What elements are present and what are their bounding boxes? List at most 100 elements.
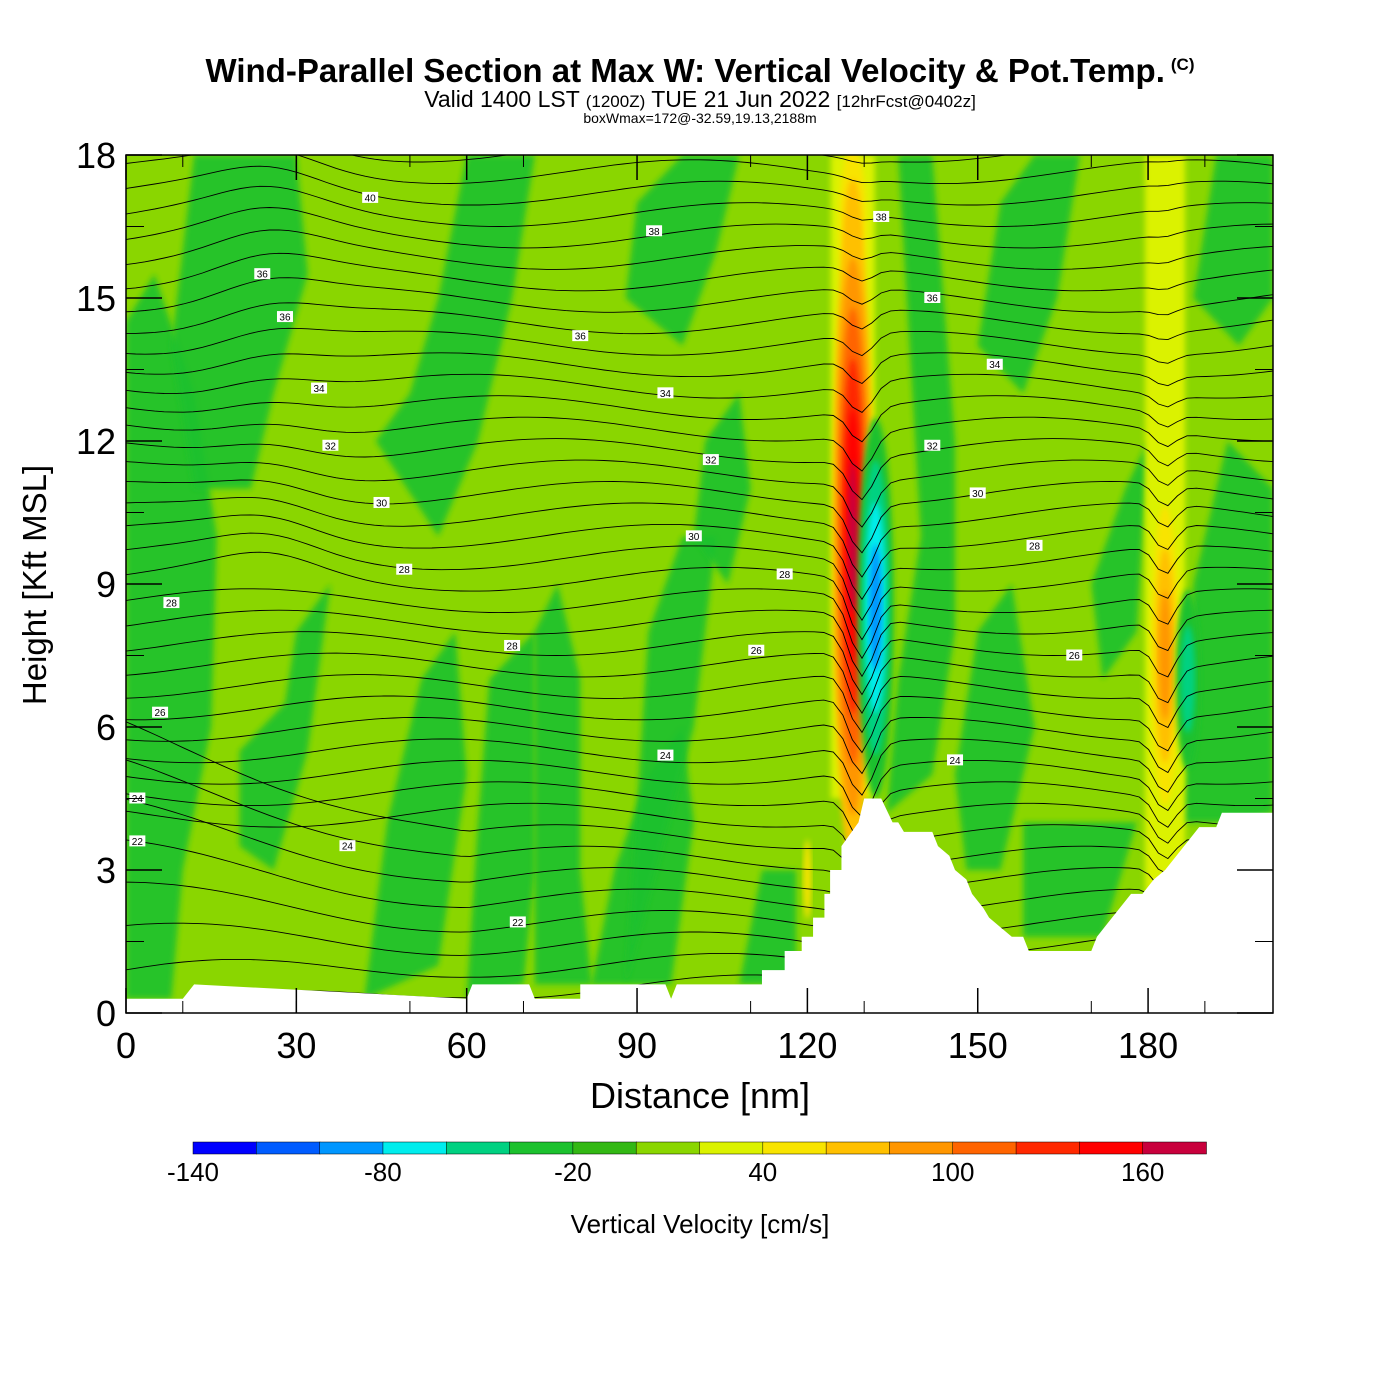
colorbar-tick-label: -80: [364, 1157, 402, 1187]
contour-label: 36: [572, 330, 589, 343]
contour-label-text: 26: [751, 646, 763, 657]
theta-contour: [126, 327, 1273, 364]
contour-label: 22: [129, 835, 146, 848]
contour-label: 24: [339, 840, 356, 853]
contour-label: 38: [646, 225, 663, 238]
theta-contour: [126, 207, 1273, 249]
colorbar-swatch: [382, 1141, 447, 1155]
theta-contour: [126, 551, 1273, 641]
contour-label-box: [339, 840, 356, 852]
contour-label-box: [986, 358, 1003, 370]
contour-label-text: 36: [279, 313, 291, 324]
velocity-patch: [886, 155, 956, 813]
contour-label-text: 34: [313, 384, 325, 395]
contour-label-text: 22: [132, 837, 144, 848]
velocity-patch: [977, 155, 1080, 394]
contour-label-box: [1026, 539, 1043, 551]
contour-label-text: 34: [989, 360, 1001, 371]
contour-label-box: [657, 749, 674, 761]
contour-label-box: [254, 268, 271, 280]
theta-contour: [126, 165, 1273, 206]
colorbar-tick-label: -20: [554, 1157, 592, 1187]
contour-label: 26: [748, 644, 765, 657]
contour-label-text: 24: [949, 756, 961, 767]
theta-contour: [126, 695, 1273, 754]
valid-date: TUE 21 Jun 2022: [651, 86, 831, 112]
contour-label: 30: [373, 496, 390, 509]
theta-contour: [126, 717, 1273, 775]
contour-label-box: [322, 439, 339, 451]
contour-label-text: 28: [1029, 541, 1041, 552]
contour-label-box: [873, 210, 890, 222]
contour-label: 34: [986, 358, 1003, 371]
colorbar-swatch: [509, 1141, 574, 1155]
contour-label-box: [924, 292, 941, 303]
plot-area: 40 38 38 36 36 36 36 34 34 34 32 32 32 30 30 30 28 28 28 28…: [125, 154, 1274, 1014]
colorbar-swatch: [635, 1141, 701, 1155]
contour-label: 24: [657, 749, 674, 762]
contour-label-text: 28: [507, 641, 519, 652]
colorbar-tick-label: 100: [931, 1157, 974, 1187]
contour-label: 32: [322, 439, 339, 452]
velocity-patch: [625, 155, 740, 346]
y-axis: 0 3 6 9 12 15 18: [76, 135, 116, 1034]
contour-label-text: 22: [512, 918, 524, 929]
theta-contour: [126, 802, 1273, 862]
y-tick-label: 12: [76, 421, 116, 462]
contour-label: 28: [776, 568, 793, 581]
velocity-patch: [466, 631, 535, 999]
x-axis: 0 30 60 90 120 150 180: [116, 1025, 1178, 1066]
colorbar-swatch: [889, 1141, 954, 1155]
colorbar-swatch: [192, 1141, 258, 1155]
contour-label-text: 28: [166, 599, 178, 610]
x-tick-label: 30: [276, 1025, 316, 1066]
theta-contour: [126, 395, 1273, 443]
chart-title: Wind-Parallel Section at Max W: Vertical…: [205, 52, 1195, 89]
contour-label-text: 32: [705, 456, 717, 467]
contour-label: 34: [657, 387, 674, 400]
colorbar-tick-label: 40: [748, 1157, 777, 1187]
x-axis-label: Distance [nm]: [590, 1075, 810, 1116]
forecast-info: [12hrFcst@0402z]: [836, 92, 976, 111]
contour-label: 28: [1026, 539, 1043, 552]
contour-label-box: [396, 563, 413, 575]
velocity-patch: [739, 870, 797, 985]
contour-label-box: [924, 439, 941, 451]
contour-label-text: 28: [779, 570, 791, 581]
colorbar-swatch: [572, 1141, 637, 1155]
contour-label-box: [702, 454, 719, 466]
contour-label: 38: [873, 210, 890, 223]
contour-label-box: [748, 644, 765, 656]
y-tick-label: 9: [96, 564, 116, 605]
colorbar-swatch: [446, 1141, 511, 1155]
velocity-patch: [171, 155, 308, 489]
contour-label: 26: [1066, 649, 1083, 662]
contour-label: 28: [504, 639, 521, 652]
contour-label-box: [373, 496, 390, 508]
box-info: boxWmax=172@-32.59,19.13,2188m: [583, 110, 817, 126]
theta-contour: [126, 839, 1273, 938]
contour-label-box: [504, 639, 521, 651]
theta-contour: [126, 352, 1273, 387]
y-tick-label: 6: [96, 707, 116, 748]
valid-time: Valid 1400 LST: [424, 86, 580, 112]
updraft-core-small: [803, 839, 812, 920]
contour-label-text: 26: [155, 708, 167, 719]
chart-subtitle: Valid 1400 LST (1200Z) TUE 21 Jun 2022 […: [0, 86, 1400, 113]
theta-contour: [126, 252, 1273, 292]
velocity-patch: [534, 584, 592, 985]
valid-utc: (1200Z): [585, 92, 646, 111]
colorbar-swatch: [1015, 1141, 1081, 1155]
colorbar-swatch: [1079, 1141, 1144, 1155]
theta-contour: [126, 514, 1273, 601]
contour-label-box: [163, 597, 180, 609]
colorbar-swatch: [825, 1141, 891, 1155]
contour-label: 32: [924, 439, 941, 452]
contour-label-text: 24: [132, 794, 144, 805]
colorbar-label: Vertical Velocity [cm/s]: [571, 1209, 830, 1239]
contour-label: 32: [702, 454, 719, 467]
x-tick-label: 0: [116, 1025, 136, 1066]
contour-label-box: [276, 311, 293, 323]
contour-label-box: [572, 330, 589, 342]
